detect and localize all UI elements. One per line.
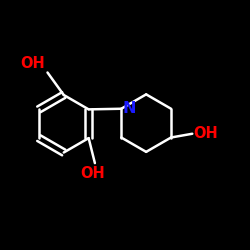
Text: OH: OH — [80, 166, 105, 180]
Text: N: N — [122, 101, 136, 116]
Text: OH: OH — [194, 126, 218, 141]
Text: OH: OH — [20, 56, 45, 70]
